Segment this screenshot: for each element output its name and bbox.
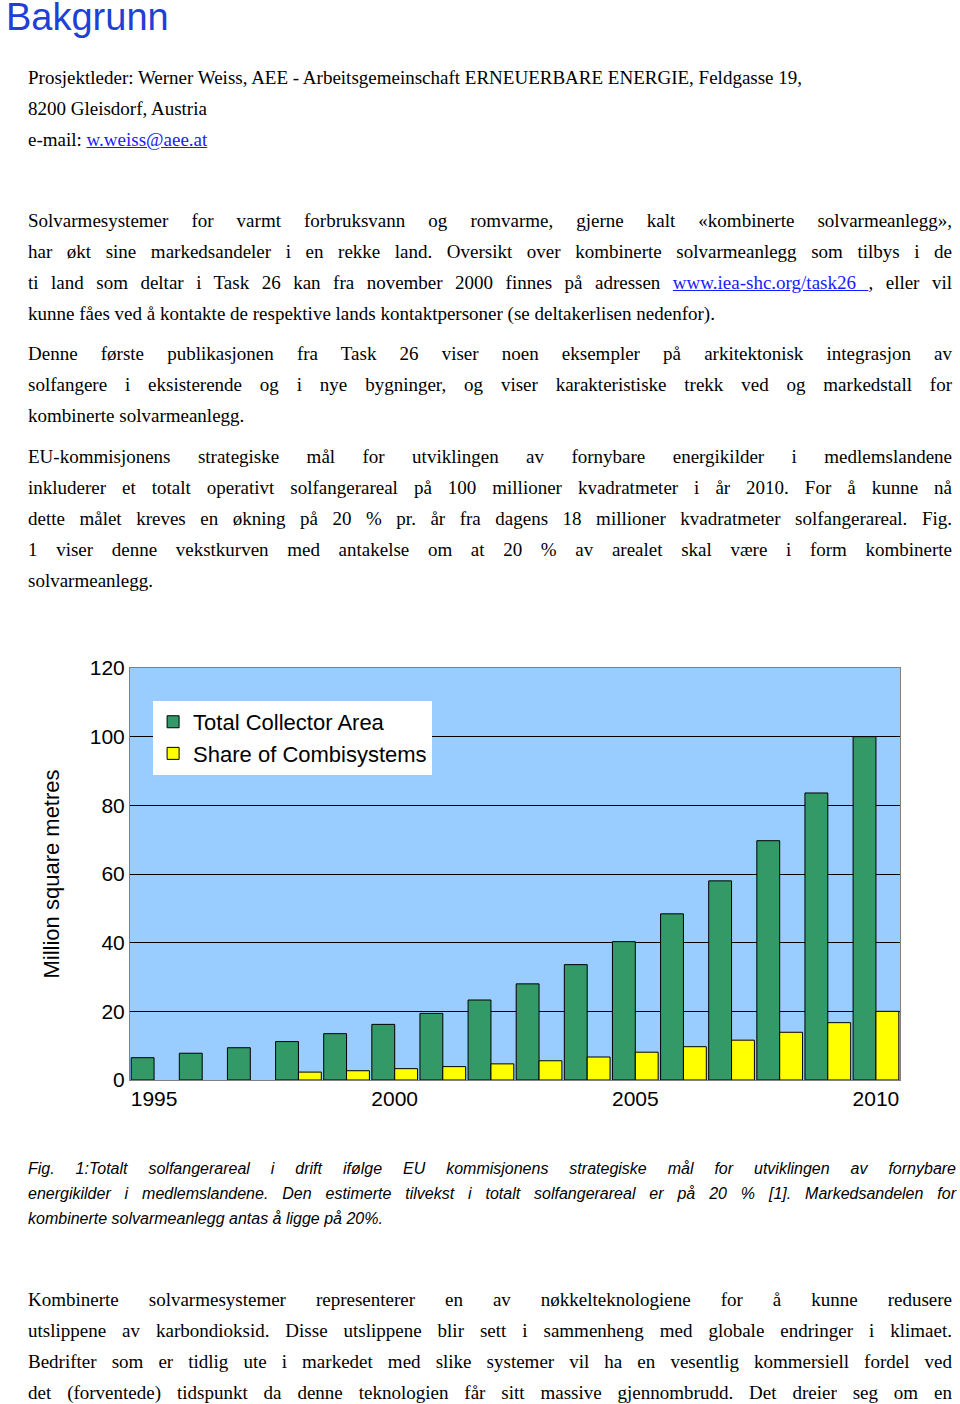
html-text:dette målet kreves en økning p: dette målet kreves en økning på 20 % pr.… [28,508,952,529]
html-text:kunne fåes ved å kontakte de r: kunne fåes ved å kontakte de respektive … [28,303,715,324]
svg-text:2010: 2010 [853,1087,900,1110]
svg-text:Share of Combisystems: Share of Combisystems [193,742,427,767]
svg-text:40: 40 [101,931,124,954]
svg-text:80: 80 [101,794,124,817]
html-text:Fig. 1:Totalt solfangerareal i: Fig. 1:Totalt solfangerareal i drift ifø… [28,1160,956,1177]
html-text:ti land som deltar i Task 26 k: ti land som deltar i Task 26 kan fra nov… [28,272,952,293]
html-text:Solvarmesystemer for varmt for: Solvarmesystemer for varmt forbruksvann … [28,210,952,231]
svg-text:120: 120 [90,656,125,679]
html-text:kombinerte solvarmeanlegg anta: kombinerte solvarmeanlegg antas å ligge … [28,1210,383,1227]
html-text:utslippene av karbondioksid. D: utslippene av karbondioksid. Disse utsli… [28,1320,952,1341]
html-text:Prosjektleder: Werner Weiss, A: Prosjektleder: Werner Weiss, AEE - Arbei… [28,67,802,88]
svg-text:2000: 2000 [371,1087,418,1110]
html-text:Bedrifter som er tidlig ute i: Bedrifter som er tidlig ute i markedet m… [28,1351,952,1372]
html-text:1 viser denne vekstkurven med: 1 viser denne vekstkurven med antakelse … [28,539,952,560]
html-text:har økt sine markedsandeler i: har økt sine markedsandeler i en rekke l… [28,241,952,262]
html-text:8200 Gleisdorf, Austria: 8200 Gleisdorf, Austria [28,98,207,119]
html-text:solfangere i eksisterende og i: solfangere i eksisterende og i nye bygni… [28,374,952,395]
svg-text:2005: 2005 [612,1087,659,1110]
svg-text:1995: 1995 [131,1087,178,1110]
html-text:kombinerte solvarmeanlegg.: kombinerte solvarmeanlegg. [28,405,245,426]
html-text:solvarmeanlegg.: solvarmeanlegg. [28,570,153,591]
svg-text:20: 20 [101,1000,124,1023]
html-text:inkluderer et totalt operativt: inkluderer et totalt operativt solfanger… [28,477,952,498]
html-text:e-mail: w.weiss@aee.at: e-mail: w.weiss@aee.at [28,129,208,150]
html-text:det (forventede) tidspunkt da: det (forventede) tidspunkt da denne tekn… [28,1382,952,1403]
svg-text:Million square metres: Million square metres [39,769,64,978]
html-text:energikilder i medlemslandene.: energikilder i medlemslandene. Den estim… [28,1185,956,1202]
svg-text:0: 0 [113,1068,125,1091]
html-text:Kombinerte solvarmesystemer re: Kombinerte solvarmesystemer representere… [28,1289,952,1310]
svg-text:60: 60 [101,862,124,885]
svg-text:Total Collector Area: Total Collector Area [193,710,385,735]
svg-text:100: 100 [90,725,125,748]
html-text:EU-kommisjonens strategiske må: EU-kommisjonens strategiske mål for utvi… [28,446,952,467]
html-text:Denne første publikasjonen fra: Denne første publikasjonen fra Task 26 v… [28,343,952,364]
